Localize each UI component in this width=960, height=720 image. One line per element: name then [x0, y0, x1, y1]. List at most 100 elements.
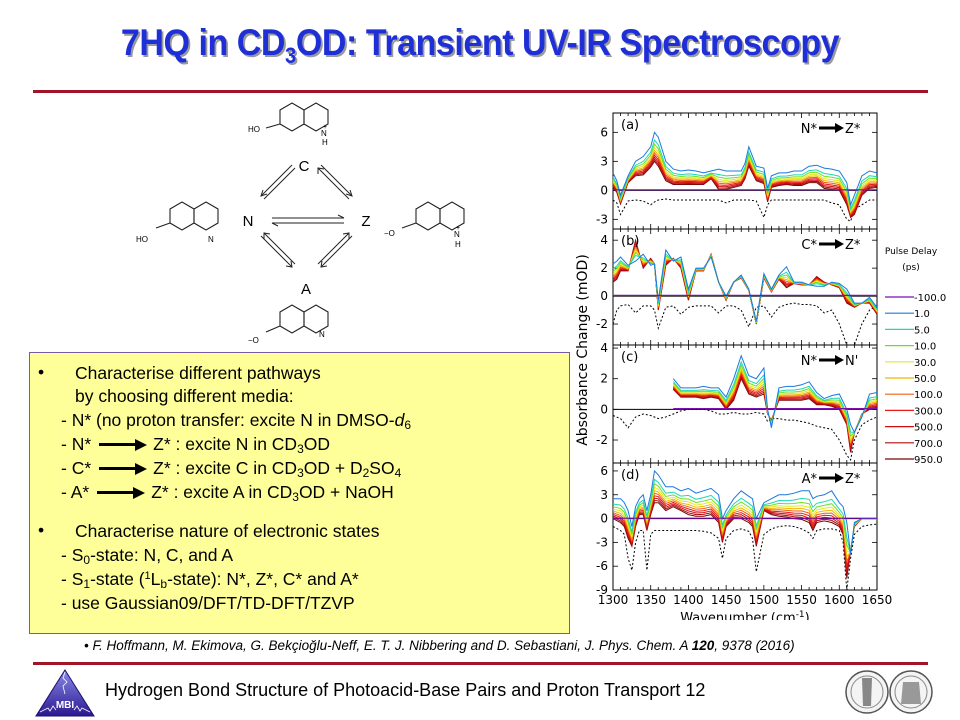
series-1.0	[612, 131, 878, 207]
panel-tag: (a)	[621, 118, 639, 133]
x-axis-label-close: )	[805, 611, 810, 620]
series-10.0	[612, 143, 878, 212]
x-axis-label-sup: -1	[796, 610, 805, 620]
legend-title: Pulse Delay	[885, 247, 938, 257]
subscript: 3	[292, 490, 299, 504]
legend-label: 30.0	[914, 358, 936, 369]
x-tick-label: 1400	[673, 593, 704, 607]
text: - A*	[61, 482, 90, 502]
x-tick-label: 1450	[711, 593, 742, 607]
panel-tag: (c)	[621, 350, 638, 365]
text: L	[150, 569, 161, 589]
bullet: •	[38, 362, 45, 382]
label-n: N	[208, 235, 214, 244]
label-plus: +	[323, 124, 327, 131]
transition-arrowhead-icon	[835, 123, 844, 133]
text: - S	[61, 569, 84, 589]
legend-label: 1.0	[914, 309, 930, 320]
spectra-chart: 6 3 0 -3 (a) N* Z* 4 2 0 -2 (b) C* Z* 4 2 0 -2 (c) N* N' 6 3 0 -…	[575, 112, 946, 620]
text: Z* : excite N in CD	[153, 434, 298, 454]
text-italic: d	[394, 410, 405, 430]
label-n: N	[319, 330, 325, 339]
y-tick-label: 6	[600, 464, 608, 478]
label-n-plus: N	[321, 129, 327, 138]
citation-bullet: •	[84, 638, 89, 653]
bullet: •	[38, 520, 45, 540]
ground-state-spectrum	[612, 198, 877, 223]
legend-label: 50.0	[914, 374, 936, 385]
x-axis-label: Wavenumber (cm-1)	[680, 610, 810, 620]
citation-pages-year: , 9378 (2016)	[714, 638, 795, 653]
bullet-1-line-2: by choosing different media:	[75, 386, 294, 406]
y-tick-label: -6	[596, 559, 608, 573]
text: Z* : excite C in CD	[153, 458, 298, 478]
method-line: - use Gaussian09/DFT/TD-DFT/TZVP	[61, 593, 355, 613]
series-1.0	[672, 354, 878, 434]
panel-tag: (b)	[621, 234, 639, 249]
footer-title: Hydrogen Bond Structure of Photoacid-Bas…	[105, 680, 706, 700]
y-tick-label: -3	[596, 212, 608, 226]
y-tick-label: 0	[600, 183, 608, 197]
mbi-logo: MBI	[35, 669, 95, 717]
text: - C*	[61, 458, 92, 478]
header-divider	[33, 90, 928, 93]
y-tick-label: -2	[596, 433, 608, 447]
node-z: Z	[361, 213, 370, 230]
pathway-a-to-z: - A* Z* : excite A in CD3OD + NaOH	[61, 482, 394, 504]
text: -state: N, C, and A	[90, 545, 234, 565]
s0-state-line: - S0-state: N, C, and A	[61, 545, 233, 567]
x-tick-label: 1600	[824, 593, 855, 607]
legend-label: 300.0	[914, 406, 943, 417]
transition-from: N*	[801, 122, 818, 137]
panel-d: 6 3 0 -3 -6 -9 (d) A* Z*	[596, 462, 878, 597]
y-tick-label: 3	[600, 154, 608, 168]
x-tick-label: 1300	[598, 593, 629, 607]
series-950.0	[612, 502, 877, 579]
text: Z* : excite A in CD	[151, 482, 293, 502]
text: -state): N*, Z*, C* and A*	[167, 569, 359, 589]
node-c: C	[299, 158, 310, 175]
molecule-neutral	[155, 201, 219, 231]
ground-state-spectrum	[612, 302, 878, 346]
university-seals	[845, 670, 933, 714]
transition-from: N*	[801, 354, 818, 369]
y-tick-label: 0	[600, 402, 608, 416]
series-500.0	[612, 156, 878, 217]
panel-a: 6 3 0 -3 (a) N* Z*	[596, 112, 878, 230]
subscript: 3	[297, 466, 304, 480]
title-part: 7HQ in CD	[120, 22, 286, 63]
legend-label: 10.0	[914, 342, 936, 353]
y-tick-label: 2	[600, 372, 608, 386]
y-tick-label: 0	[600, 289, 608, 303]
right-arrow-icon	[99, 463, 148, 476]
text: - N* (no proton transfer: excite N in DM…	[61, 410, 395, 430]
molecule-cation	[265, 102, 329, 132]
y-tick-label: -2	[596, 317, 608, 331]
text: OD + NaOH	[298, 482, 394, 502]
legend-label: 5.0	[914, 325, 930, 336]
series-30.0	[612, 146, 878, 213]
node-a: A	[301, 281, 311, 298]
ground-state-spectrum	[612, 408, 878, 462]
legend-label: 100.0	[914, 390, 943, 401]
x-tick-label: 1650	[862, 593, 893, 607]
pathway-c-to-z: - C* Z* : excite C in CD3OD + D2SO4	[61, 458, 401, 480]
transition-arrowhead-icon	[835, 239, 844, 249]
summary-box: • Characterise different pathways by cho…	[29, 352, 570, 634]
transition-from: A*	[802, 472, 818, 487]
title-subscript: 3	[285, 43, 296, 68]
y-tick-label: 6	[600, 125, 608, 139]
subscript: 0	[83, 553, 91, 567]
title-part: OD: Transient UV-IR Spectroscopy	[295, 22, 840, 63]
panel-b: 4 2 0 -2 (b) C* Z*	[596, 228, 878, 346]
transition-arrowhead-icon	[835, 355, 844, 365]
bullet-2-line-1: Characterise nature of electronic states	[75, 521, 380, 541]
superscript: 1	[144, 570, 151, 582]
series-1.0	[612, 248, 878, 322]
y-tick-label: 4	[600, 341, 608, 355]
label-plus: +	[456, 225, 460, 232]
transition-arrowhead-icon	[835, 473, 844, 483]
subscript: 6	[404, 418, 411, 432]
legend-label: 700.0	[914, 439, 943, 450]
logo-text: MBI	[56, 700, 75, 711]
